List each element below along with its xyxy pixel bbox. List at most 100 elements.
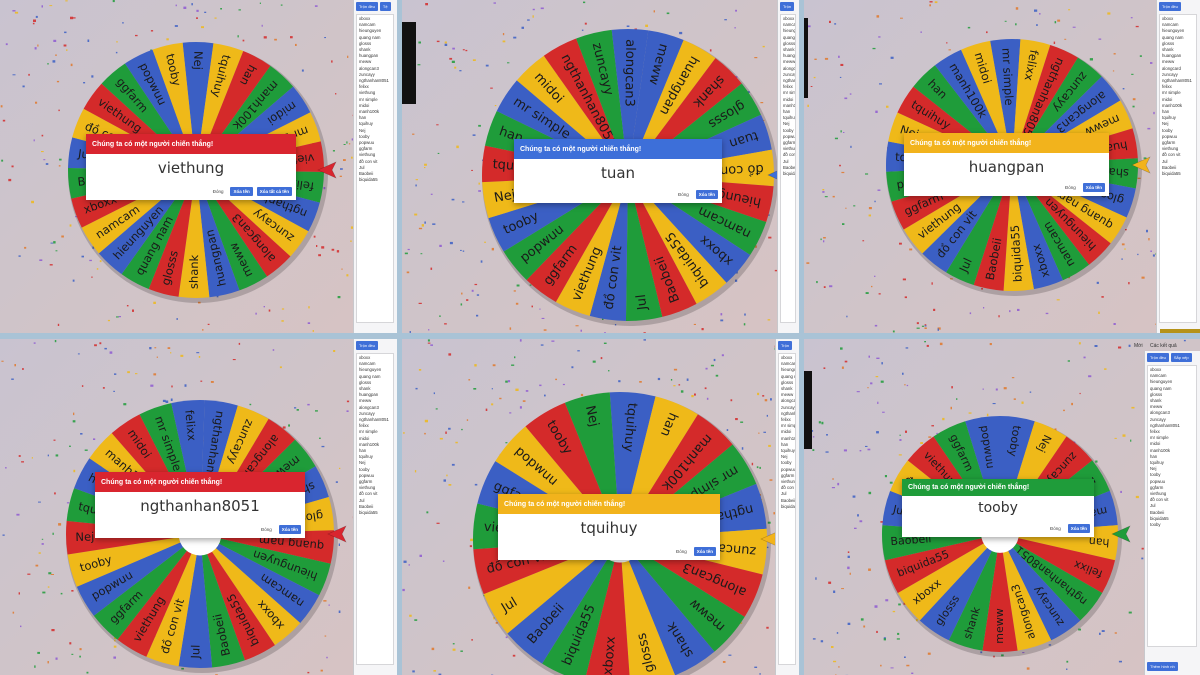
entry-item[interactable]: manh100k bbox=[1150, 447, 1171, 453]
entry-item[interactable]: zuncayy bbox=[359, 410, 375, 416]
remove-button[interactable]: Xóa tên bbox=[1067, 524, 1090, 533]
shuffle-button[interactable]: Trộn đều bbox=[356, 2, 378, 11]
entry-item[interactable]: xboxx bbox=[1162, 16, 1174, 21]
entry-item[interactable]: Jul bbox=[1150, 503, 1156, 509]
add-image-button[interactable]: Thêm hình nh bbox=[1147, 662, 1178, 671]
entry-item[interactable]: Jul bbox=[783, 158, 789, 164]
entry-item[interactable]: quang nam bbox=[1162, 34, 1184, 40]
entry-item[interactable]: alongcan3 bbox=[359, 404, 379, 410]
entry-item[interactable]: manh100k bbox=[781, 435, 795, 441]
remove-all-button[interactable]: Xóa tất cả tên bbox=[256, 187, 292, 196]
entry-item[interactable]: viethung bbox=[1162, 146, 1179, 152]
entry-item[interactable]: huangpan bbox=[1162, 53, 1182, 59]
entry-item[interactable]: mr simple bbox=[1162, 90, 1181, 96]
entry-item[interactable]: felixx bbox=[359, 84, 369, 90]
entry-item[interactable]: meww bbox=[359, 398, 372, 404]
entry-item[interactable]: Nej bbox=[359, 127, 366, 133]
entry-item[interactable]: biquida55 bbox=[359, 510, 378, 516]
entry-item[interactable]: alongcard bbox=[1162, 65, 1181, 71]
entry-item[interactable]: Baobeii bbox=[781, 497, 796, 503]
entry-item[interactable]: quang nam bbox=[359, 34, 381, 40]
entry-item[interactable]: glosss bbox=[781, 379, 794, 385]
entry-item[interactable]: zuncayy bbox=[781, 404, 796, 410]
entry-item[interactable]: han bbox=[359, 448, 367, 454]
entry-item[interactable]: alongcan3 bbox=[783, 65, 796, 71]
entry-item[interactable]: xboxx bbox=[359, 355, 371, 360]
entry-item[interactable]: midoi bbox=[783, 96, 794, 102]
entry-item[interactable]: zuncayy bbox=[1162, 71, 1178, 77]
entry-item[interactable]: felixx bbox=[1162, 84, 1172, 90]
entry-item[interactable]: xboxx bbox=[783, 16, 795, 21]
entry-item[interactable]: ngthanhan8051 bbox=[1150, 422, 1180, 428]
entry-item[interactable]: midoi bbox=[359, 102, 370, 108]
entry-item[interactable]: shank bbox=[1150, 398, 1162, 404]
entry-item[interactable]: alongcan3 bbox=[359, 65, 379, 71]
entry-item[interactable]: ngthanhan8051 bbox=[783, 78, 796, 84]
entry-item[interactable]: manh100k bbox=[783, 102, 796, 108]
entry-item[interactable]: Nej bbox=[783, 121, 790, 127]
entry-item[interactable]: han bbox=[783, 109, 791, 115]
entry-item[interactable]: quang nam bbox=[359, 373, 381, 379]
entry-item[interactable]: han bbox=[359, 115, 367, 121]
remove-button[interactable]: Xóa tên bbox=[1082, 183, 1105, 192]
entry-item[interactable]: huangpan bbox=[359, 392, 379, 398]
entry-item[interactable]: midoi bbox=[1150, 441, 1161, 447]
entry-item[interactable]: tooby bbox=[783, 127, 794, 133]
entry-item[interactable]: mr simple bbox=[1150, 435, 1169, 441]
entry-item[interactable]: popwuu bbox=[359, 140, 375, 146]
entry-item[interactable]: tooby bbox=[359, 466, 370, 472]
entry-item[interactable]: hieunguyen bbox=[359, 367, 382, 373]
entry-item[interactable]: shank bbox=[359, 386, 371, 392]
entry-item[interactable]: mr simple bbox=[783, 90, 796, 96]
shuffle-button[interactable]: Trộn đều bbox=[356, 341, 378, 350]
entry-item[interactable]: Baobeii bbox=[1162, 164, 1177, 170]
entry-item[interactable]: đồ con vit bbox=[359, 158, 378, 164]
entry-item[interactable]: popwuu bbox=[1150, 478, 1166, 484]
entry-item[interactable]: manh100k bbox=[359, 109, 380, 115]
entry-item[interactable]: Nej bbox=[781, 454, 788, 460]
close-button[interactable]: Đóng bbox=[677, 192, 689, 197]
entry-item[interactable]: biquida55 bbox=[781, 503, 795, 509]
entry-item[interactable]: tooby bbox=[1150, 472, 1161, 478]
entry-item[interactable]: hieunguyen bbox=[783, 28, 796, 34]
entry-item[interactable]: đồ con vit bbox=[1150, 497, 1169, 503]
entry-item[interactable]: popwuu bbox=[783, 133, 796, 139]
remove-button[interactable]: Xóa tên bbox=[695, 190, 718, 199]
entry-item[interactable]: tquihuy bbox=[1162, 115, 1176, 121]
entry-item[interactable]: namcam bbox=[359, 22, 376, 28]
entry-item[interactable]: biquida55 bbox=[1150, 515, 1169, 521]
entry-item[interactable]: Jul bbox=[781, 491, 787, 497]
shuffle-button[interactable]: Trộn bbox=[778, 341, 793, 350]
entry-item[interactable]: viethung bbox=[783, 146, 795, 152]
entry-item[interactable]: felixx bbox=[1150, 429, 1160, 435]
entry-item[interactable]: tquihuy bbox=[359, 454, 373, 460]
entry-item[interactable]: midoi bbox=[781, 429, 792, 435]
close-button[interactable]: Đóng bbox=[675, 549, 687, 554]
shuffle-button[interactable]: Trộn bbox=[780, 2, 795, 11]
entry-item[interactable]: meww bbox=[359, 59, 372, 65]
sort-button[interactable]: Sắp xếp bbox=[1170, 353, 1192, 362]
entry-item[interactable]: Baobeii bbox=[1150, 509, 1165, 515]
entry-item[interactable]: xboxx bbox=[359, 16, 371, 21]
entry-item[interactable]: ggfarm bbox=[783, 140, 796, 146]
entry-item[interactable]: glosss bbox=[359, 40, 372, 46]
entry-item[interactable]: shank bbox=[781, 386, 793, 392]
entry-item[interactable]: mr simple bbox=[781, 423, 795, 429]
entry-item[interactable]: viethung bbox=[359, 90, 376, 96]
entry-item[interactable]: tquihuy bbox=[359, 121, 373, 127]
entry-item[interactable]: xboxx bbox=[781, 355, 793, 360]
entry-item[interactable]: felixx bbox=[781, 417, 791, 423]
entry-item[interactable]: zuncayy bbox=[359, 71, 375, 77]
entry-item[interactable]: hieunguyen bbox=[1150, 379, 1173, 385]
entry-item[interactable]: namcam bbox=[359, 361, 376, 367]
remove-button[interactable]: Xóa tên bbox=[278, 525, 301, 534]
entry-item[interactable]: namcam bbox=[1150, 373, 1167, 379]
entry-item[interactable]: tooby bbox=[781, 460, 792, 466]
entry-item[interactable]: Baobeii bbox=[783, 164, 796, 170]
entry-item[interactable]: đồ con vit bbox=[1162, 152, 1181, 158]
close-button[interactable]: Đóng bbox=[212, 189, 224, 194]
entry-item[interactable]: viethung bbox=[781, 479, 796, 485]
